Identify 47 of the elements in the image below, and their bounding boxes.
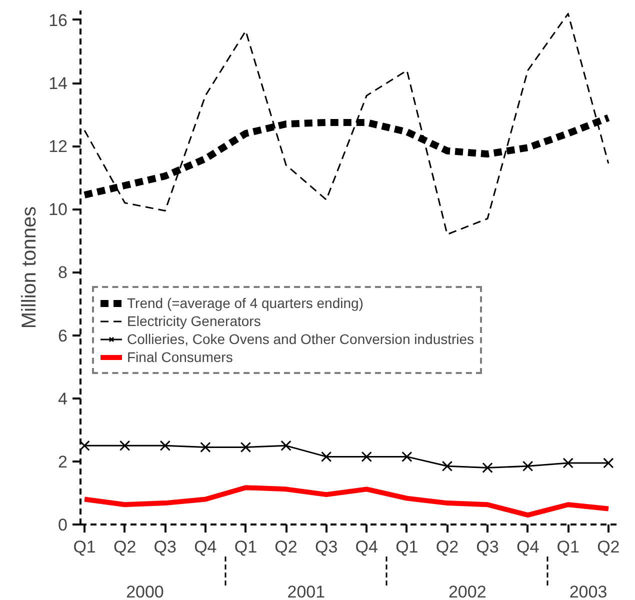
x-tick-label: Q2 [436,538,459,556]
point [200,442,211,453]
y-tick-label: 16 [48,10,68,30]
y-tick-label: 12 [48,137,68,156]
y-tick-label: 8 [58,263,68,282]
x-tick-label: Q3 [314,538,338,556]
point [562,458,574,468]
legend-label: Electricity Generators [127,312,261,330]
line-series [84,12,610,236]
point [361,451,372,462]
x-tick-label: Q1 [396,538,418,556]
point [160,440,170,452]
point [80,440,90,452]
point [522,460,534,472]
point [442,460,453,472]
x-tick-label: Q2 [597,538,620,556]
point [280,440,292,452]
text: 2003 [569,582,608,600]
legend-label: Final Consumers [127,348,233,366]
y-axis-title: Million tonnes [18,206,41,329]
x-tick-label: Q4 [194,538,217,556]
point [119,440,130,452]
x-tick-label: Q1 [556,538,580,556]
y-tick-label: 10 [48,200,68,220]
text: 2001 [287,582,326,600]
point [603,458,614,468]
x-tick-label: Q1 [73,538,96,556]
x-tick-label: Q3 [476,538,499,556]
y-tick-label: 14 [48,74,68,94]
x-tick-label: Q4 [516,538,540,556]
x-tick-label: Q1 [234,538,258,556]
x-tick-label: Q4 [355,538,378,556]
y-tick-label: 6 [58,326,68,346]
legend-label: Collieries, Coke Ovens and Other Conversion industries [127,330,474,348]
text: 2002 [448,582,486,600]
text: 2000 [126,582,164,600]
y-tick-label: 4 [58,389,68,408]
point [482,462,493,474]
point [402,451,412,462]
x-tick-label: Q3 [154,538,176,556]
point [320,451,332,462]
x-tick-label: Q2 [274,538,298,556]
y-tick-label: 0 [58,516,68,534]
legend-label: Trend (=average of 4 quarters ending) [127,294,364,312]
y-tick-label: 2 [58,452,68,472]
x-tick-label: Q2 [113,538,136,556]
point [240,442,252,453]
